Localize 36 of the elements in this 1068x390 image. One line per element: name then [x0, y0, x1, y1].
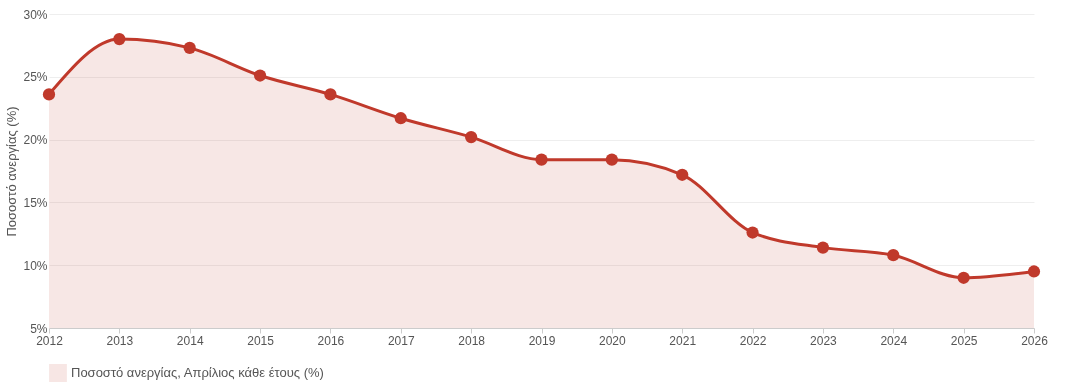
point [253, 69, 267, 82]
y-tick-label: 5% [30, 321, 48, 336]
x-tick-label: 2026 [1021, 333, 1049, 348]
point [605, 153, 618, 166]
legend-label: Ποσοστό ανεργίας, Απρίλιος κάθε έτους (%) [71, 365, 324, 380]
point [746, 226, 759, 239]
x-tick-label: 2024 [880, 333, 908, 348]
point [465, 130, 478, 144]
x-tick-label: 2015 [247, 333, 275, 348]
point [816, 241, 830, 254]
x-tick-label: 2025 [950, 333, 978, 348]
y-tick-label: 15% [23, 195, 48, 210]
x-tick-label: 2019 [528, 333, 556, 348]
x-tick-label: 2023 [810, 333, 838, 348]
x-tick-label: 2017 [387, 333, 415, 348]
x-tick-label: 2014 [176, 333, 204, 348]
x-tick-label: 2022 [739, 333, 767, 348]
x-tick-label: 2012 [36, 333, 64, 348]
point [183, 41, 196, 55]
x-tick-label: 2016 [317, 333, 345, 348]
y-tick-label: 20% [23, 133, 48, 148]
point [957, 271, 970, 284]
point [887, 249, 900, 262]
x-tick-label: 2013 [106, 333, 134, 348]
y-tick-label: 30% [23, 7, 48, 22]
y-tick-label: 25% [23, 70, 48, 85]
point [676, 168, 689, 181]
x-tick-label: 2020 [599, 333, 627, 348]
point [394, 112, 407, 125]
point [113, 33, 126, 46]
y-axis-title: Ποσοστό ανεργίας (%) [4, 106, 20, 237]
x-tick-label: 2021 [669, 333, 697, 348]
point [42, 88, 56, 101]
y-tick-label: 10% [23, 258, 48, 273]
x-tick-label: 2018 [458, 333, 486, 348]
point [324, 88, 337, 101]
